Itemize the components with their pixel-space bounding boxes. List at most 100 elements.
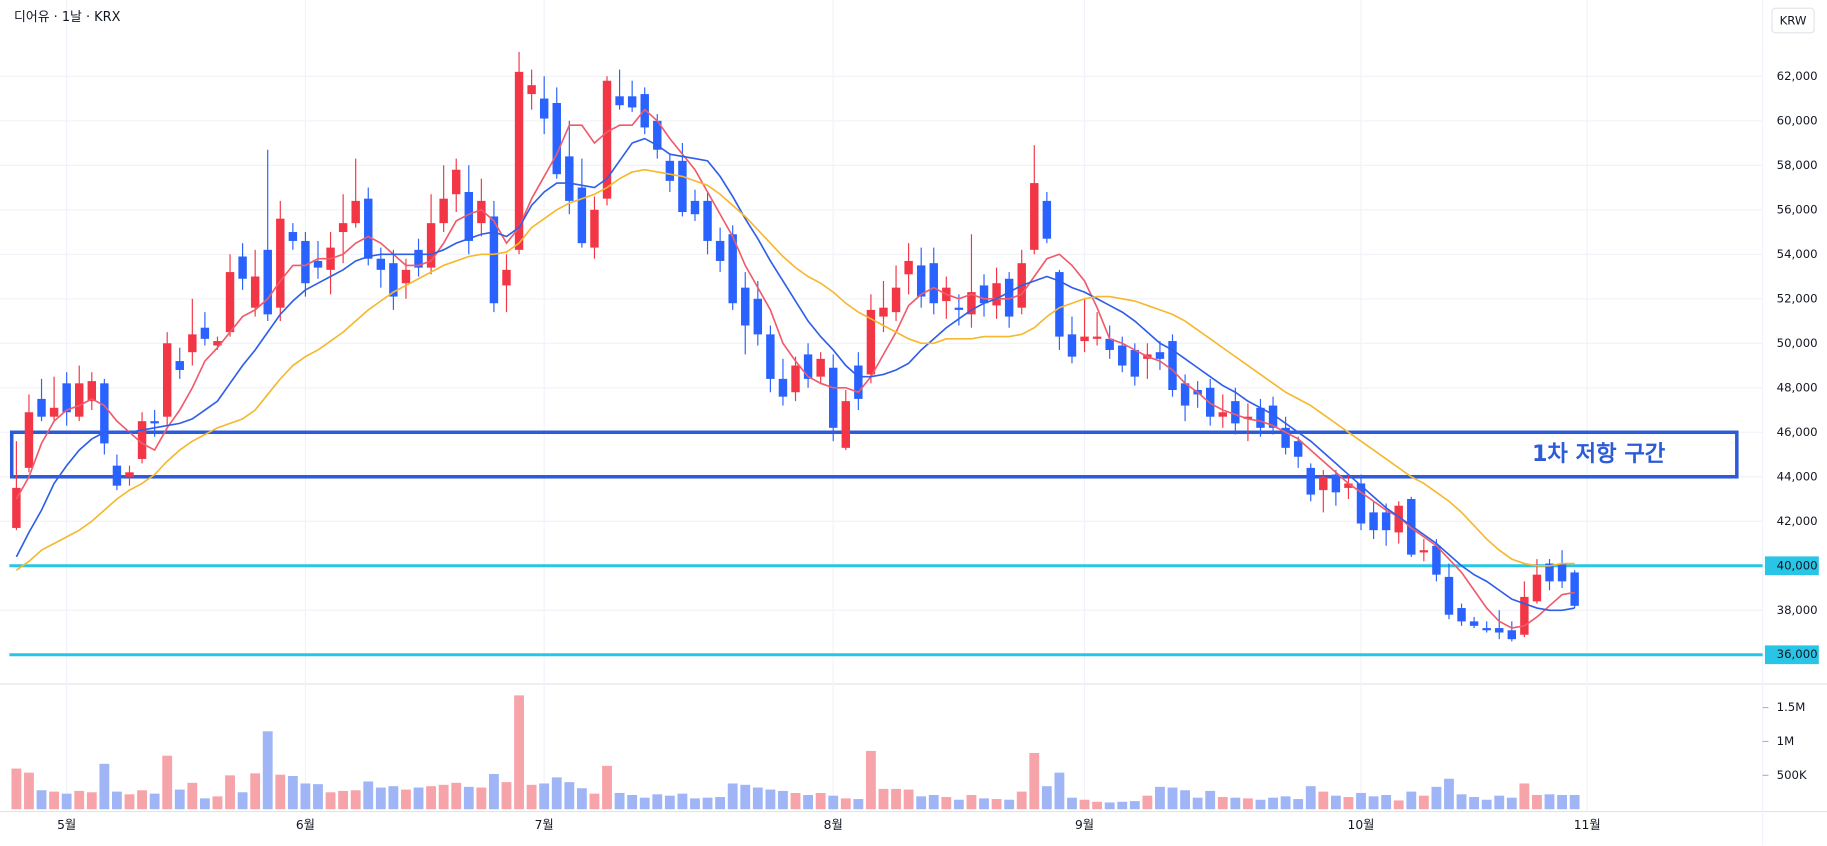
candle-body — [62, 383, 71, 413]
volume-bar — [1444, 778, 1454, 810]
candle-body — [904, 260, 913, 275]
candle-body — [338, 223, 348, 233]
candle-body — [1331, 474, 1341, 493]
candle-body — [439, 198, 448, 224]
candle-body — [854, 365, 863, 399]
candle-body — [477, 200, 486, 224]
volume-bar — [1129, 801, 1140, 810]
volume-bar — [438, 784, 449, 810]
candle-body — [778, 378, 788, 397]
volume-bar — [878, 788, 889, 810]
candle-body — [741, 287, 750, 326]
volume-bar — [953, 799, 964, 810]
candle-body — [276, 218, 285, 308]
currency-label[interactable]: KRW — [1780, 14, 1807, 28]
volume-bar — [49, 791, 60, 810]
volume-bar — [489, 773, 499, 810]
candle-body — [301, 240, 310, 284]
volume-bar — [426, 786, 437, 810]
candle-body — [841, 401, 851, 448]
volume-bar — [1079, 799, 1090, 810]
y-tick-label: 46,000 — [1777, 425, 1818, 439]
x-tick-label: 8월 — [824, 818, 843, 832]
volume-bar — [1205, 790, 1216, 810]
candle-body — [879, 307, 888, 317]
y-tick-label: 48,000 — [1777, 380, 1818, 394]
volume-bar — [1230, 797, 1241, 810]
volume-bar — [1318, 791, 1329, 810]
volume-bar — [840, 798, 851, 810]
volume-bar — [187, 782, 198, 810]
candle-body — [1268, 405, 1278, 428]
volume-bar — [124, 794, 135, 810]
volume-bar — [551, 777, 562, 810]
candle-body — [992, 283, 1001, 306]
y-tick-label: 56,000 — [1777, 202, 1818, 216]
candle-body — [1168, 341, 1177, 391]
volume-bar — [451, 782, 462, 810]
candle-body — [1218, 412, 1227, 417]
volume-bar — [1544, 794, 1555, 810]
volume-bar — [36, 790, 47, 810]
candle-body — [100, 383, 109, 444]
candle-body — [1394, 505, 1403, 533]
volume-bar — [463, 786, 474, 810]
candle-body — [250, 276, 260, 308]
candle-body — [1381, 512, 1391, 531]
candle-body — [175, 361, 184, 370]
volume-bar — [652, 794, 663, 810]
y-tick-label: 42,000 — [1777, 514, 1818, 528]
volume-bar — [162, 755, 173, 810]
candle-body — [313, 260, 323, 268]
volume-bar — [149, 793, 160, 810]
candle-body — [665, 160, 675, 181]
volume-bar — [262, 731, 273, 810]
candle-body — [1444, 576, 1454, 615]
candle-body — [1495, 628, 1504, 633]
candle-body — [803, 354, 813, 379]
candle-body — [552, 102, 561, 175]
candle-body — [1545, 563, 1554, 582]
candle-body — [653, 120, 662, 150]
candle-body — [1105, 338, 1114, 350]
volume-bar — [1155, 786, 1165, 810]
volume-bar — [350, 790, 361, 810]
candle-body — [929, 263, 938, 304]
y-tick-label: 38,000 — [1777, 603, 1818, 617]
candle-body — [627, 96, 637, 108]
candle-body — [979, 285, 989, 304]
candle-body — [1092, 336, 1102, 339]
price-label: 36,000 — [1777, 647, 1818, 661]
candle-body — [615, 96, 624, 106]
candle-body — [1570, 572, 1579, 606]
candle-body — [376, 258, 386, 270]
volume-bar — [589, 793, 600, 810]
candle-body — [1407, 499, 1416, 555]
currency-button[interactable] — [1771, 7, 1815, 34]
y-tick-label: 54,000 — [1777, 247, 1818, 261]
x-tick-label: 9월 — [1075, 818, 1094, 832]
candle-body — [125, 472, 134, 477]
volume-bar — [690, 798, 700, 810]
volume-bar — [1167, 787, 1178, 810]
candle-body — [489, 216, 499, 304]
candle-body — [1306, 467, 1315, 495]
price-label: 40,000 — [1777, 558, 1818, 572]
volume-bar — [1192, 797, 1203, 810]
candle-body — [137, 421, 147, 459]
price-label-box — [1764, 645, 1819, 665]
candle-body — [1231, 401, 1240, 424]
volume-bar — [790, 792, 801, 810]
volume-bar — [539, 783, 550, 810]
volume-bar — [199, 798, 210, 810]
candle-body — [728, 234, 737, 304]
candle-body — [1319, 476, 1328, 491]
moving-average-line — [15, 168, 1575, 571]
volume-bar — [137, 790, 147, 810]
candle-body — [12, 487, 21, 528]
candle-body — [1469, 621, 1479, 626]
candle-body — [703, 200, 712, 241]
volume-bar — [74, 790, 85, 810]
